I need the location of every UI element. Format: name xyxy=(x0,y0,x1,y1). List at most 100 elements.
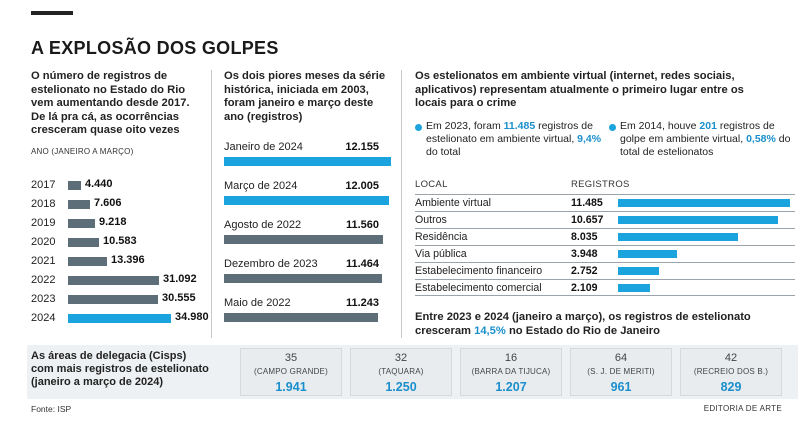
year-label: 2020 xyxy=(31,236,56,248)
year-value: 34.980 xyxy=(175,311,209,323)
location-value: 10.657 xyxy=(571,214,604,226)
bullet-dot-1 xyxy=(415,124,422,131)
bullet-2014-text-b: registros de golpe em ambiente virtual, xyxy=(620,120,775,145)
year-label: 2023 xyxy=(31,293,56,305)
location-name: Outros xyxy=(415,214,447,226)
month-value: 11.243 xyxy=(345,297,379,309)
growth-percent: 14,5% xyxy=(474,324,506,337)
year-label: 2024 xyxy=(31,312,56,324)
growth-text-b: no Estado do Rio de Janeiro xyxy=(505,324,660,337)
page-title: A EXPLOSÃO DOS GOLPES xyxy=(31,38,279,58)
top-rule xyxy=(31,11,73,15)
bullet-2023-percent: 9,4% xyxy=(577,133,602,145)
year-bar xyxy=(68,200,90,209)
year-bar xyxy=(68,295,158,304)
month-bar xyxy=(224,274,382,283)
cisp-number: 35 xyxy=(284,352,298,364)
bullet-2014-count: 201 xyxy=(699,120,717,132)
month-value: 12.155 xyxy=(345,141,379,153)
credit-note: EDITORIA DE ARTE xyxy=(703,404,782,413)
location-row: Estabelecimento financeiro 2.752 xyxy=(415,262,795,279)
location-bar xyxy=(618,216,778,224)
month-bar xyxy=(224,157,391,166)
column-divider-1 xyxy=(211,70,212,338)
year-row-2022: 2022 31.092 xyxy=(31,273,211,289)
growth-text-a: Entre 2023 e 2024 (janeiro a março), os … xyxy=(415,311,751,337)
year-row-2023: 2023 30.555 xyxy=(31,292,211,308)
location-row: Via pública 3.948 xyxy=(415,245,795,262)
year-label: 2019 xyxy=(31,217,56,229)
bullet-2023-count: 11.485 xyxy=(503,120,536,132)
cisp-number: 16 xyxy=(504,352,518,364)
year-value: 13.396 xyxy=(111,254,145,266)
year-value: 4.440 xyxy=(85,178,113,190)
bullet-dot-2 xyxy=(609,124,616,131)
month-label: Janeiro de 2024 xyxy=(224,141,303,153)
bullet-2023: Em 2023, foram 11.485 registros de estel… xyxy=(426,120,604,159)
growth-statement: Entre 2023 e 2024 (janeiro a março), os … xyxy=(415,311,795,338)
year-value: 30.555 xyxy=(162,292,196,304)
year-value: 31.092 xyxy=(163,273,197,285)
locations-header-registros: REGISTROS xyxy=(571,179,630,190)
months-chart-intro: Os dois piores meses da série histórica,… xyxy=(224,70,386,123)
cisp-name: (CAMPO GRANDE) xyxy=(254,367,328,376)
year-row-2017: 2017 4.440 xyxy=(31,178,211,194)
year-bar xyxy=(68,238,99,247)
month-value: 11.464 xyxy=(345,258,379,270)
year-row-2020: 2020 10.583 xyxy=(31,235,211,251)
location-value: 11.485 xyxy=(571,197,603,209)
cisp-cell: 16 (BARRA DA TIJUCA) 1.207 xyxy=(460,348,562,396)
bullet-2014-text-a: Em 2014, houve xyxy=(620,120,700,132)
cisp-name: (RECREIO DOS B.) xyxy=(693,367,769,376)
month-label: Maio de 2022 xyxy=(224,297,291,309)
location-row: Outros 10.657 xyxy=(415,211,795,228)
month-label: Agosto de 2022 xyxy=(224,219,302,231)
location-bar xyxy=(618,284,650,292)
cisp-cell: 35 (CAMPO GRANDE) 1.941 xyxy=(240,348,342,396)
year-bar xyxy=(68,181,81,190)
month-bar xyxy=(224,196,389,205)
year-value: 9.218 xyxy=(99,216,127,228)
location-bar xyxy=(618,267,659,275)
bullet-2014: Em 2014, houve 201 registros de golpe em… xyxy=(620,120,798,159)
month-bar xyxy=(224,235,383,244)
month-label: Março de 2024 xyxy=(224,180,298,192)
cisp-number: 64 xyxy=(614,352,628,364)
year-label: 2018 xyxy=(31,198,56,210)
years-axis-note: ANO (JANEIRO A MARÇO) xyxy=(31,147,134,156)
cisp-name: (BARRA DA TIJUCA) xyxy=(471,367,551,376)
location-name: Estabelecimento comercial xyxy=(415,282,542,294)
column-divider-2 xyxy=(401,70,402,338)
year-value: 10.583 xyxy=(103,235,137,247)
month-value: 12.005 xyxy=(345,180,379,192)
year-bar xyxy=(68,314,171,323)
cisp-cell: 42 (RECREIO DOS B.) 829 xyxy=(680,348,782,396)
bullet-2014-text-c: do total de estelionatos xyxy=(620,133,791,158)
location-name: Residência xyxy=(415,231,468,243)
cisp-count: 1.941 xyxy=(275,380,307,394)
location-value: 8.035 xyxy=(571,231,598,243)
month-label: Dezembro de 2023 xyxy=(224,258,318,270)
cisp-number: 42 xyxy=(724,352,738,364)
year-row-2019: 2019 9.218 xyxy=(31,216,211,232)
month-value: 11.560 xyxy=(345,219,379,231)
cisp-number: 32 xyxy=(394,352,408,364)
location-name: Ambiente virtual xyxy=(415,197,491,209)
years-chart-intro: O número de registros de estelionato no … xyxy=(31,70,190,137)
year-bar xyxy=(68,257,107,266)
year-label: 2022 xyxy=(31,274,56,286)
location-name: Via pública xyxy=(415,248,467,260)
cisp-name: (TAQUARA) xyxy=(378,367,424,376)
location-bar xyxy=(618,233,738,241)
cisp-cell: 64 (S. J. DE MERITI) 961 xyxy=(570,348,672,396)
bullet-2023-text-c: do total xyxy=(426,146,461,158)
bullet-2023-text-a: Em 2023, foram xyxy=(426,120,504,132)
locations-header-local: LOCAL xyxy=(415,179,448,190)
year-row-2021: 2021 13.396 xyxy=(31,254,211,270)
location-value: 2.752 xyxy=(571,265,598,277)
locations-chart-intro: Os estelionatos em ambiente virtual (int… xyxy=(415,70,744,110)
month-bar xyxy=(224,313,378,322)
cisp-cell: 32 (TAQUARA) 1.250 xyxy=(350,348,452,396)
location-name: Estabelecimento financeiro xyxy=(415,265,543,277)
location-row: Ambiente virtual 11.485 xyxy=(415,194,795,211)
